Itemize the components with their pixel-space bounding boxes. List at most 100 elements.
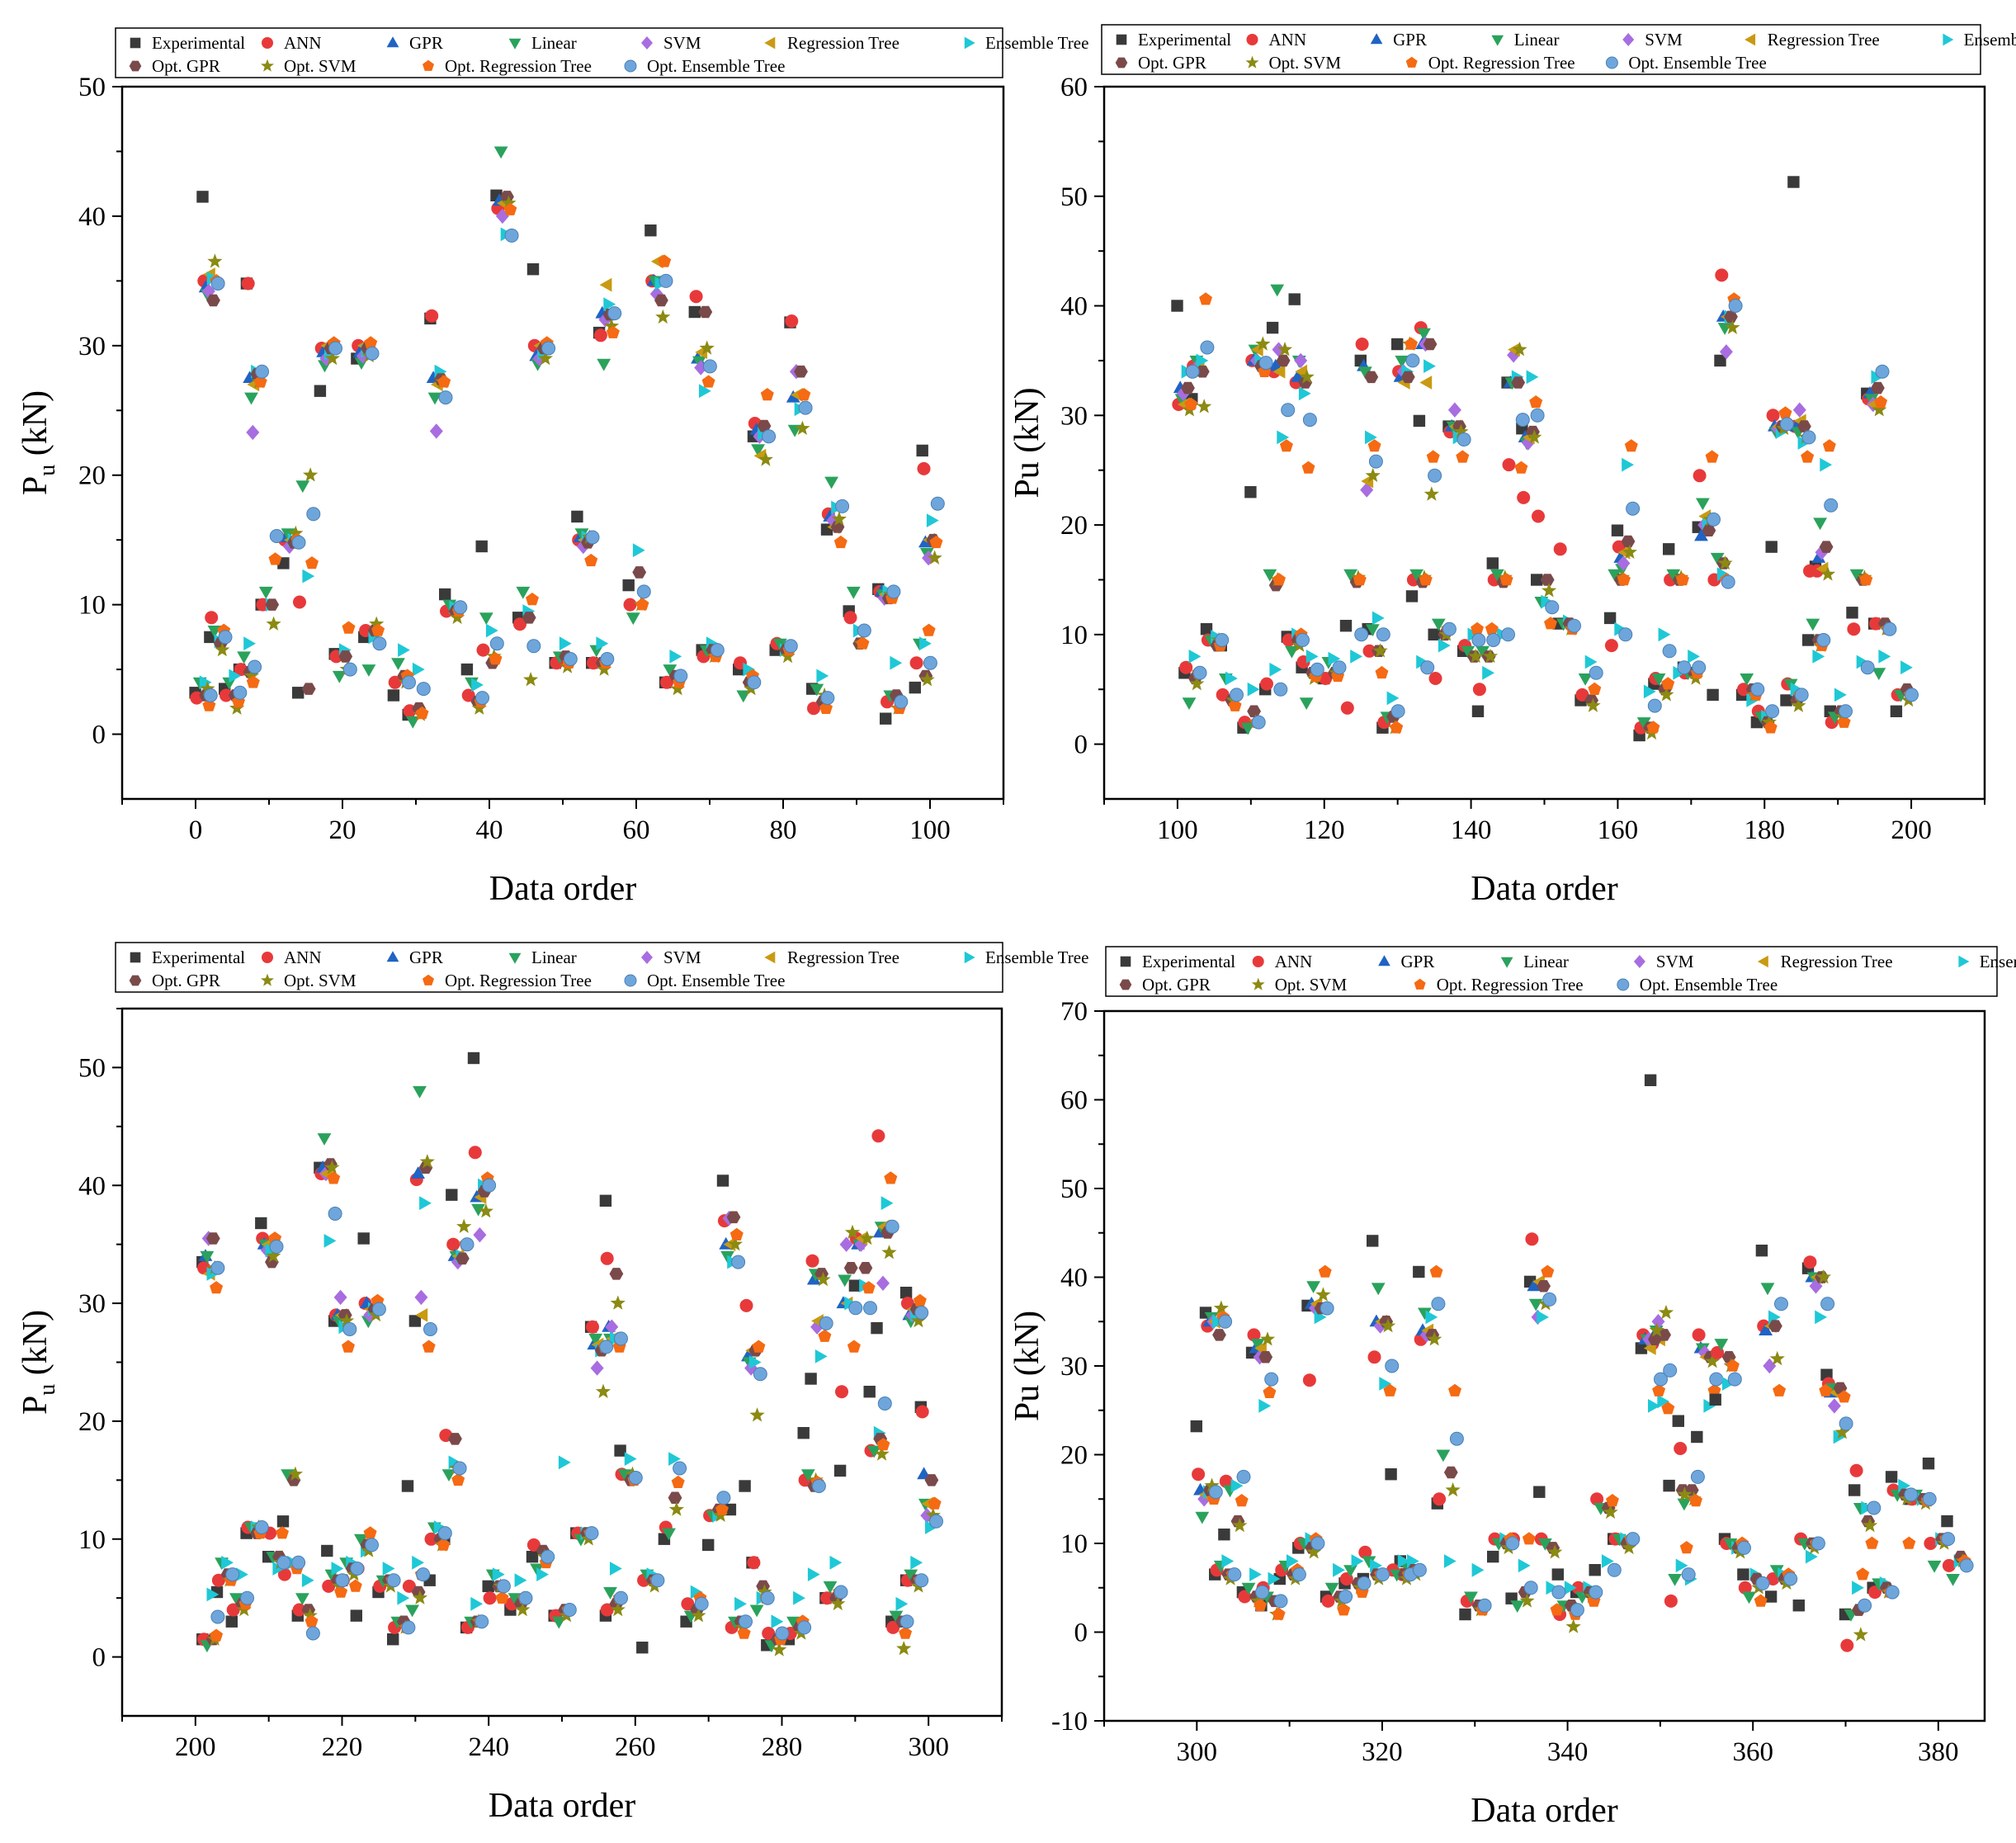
- point-ensemble-tree: [558, 1455, 571, 1470]
- point-ensemble-tree: [1333, 1562, 1345, 1577]
- point-ann: [586, 1320, 599, 1334]
- point-opt-ensemble-tree: [1477, 1598, 1492, 1613]
- point-opt-ensemble-tree: [269, 529, 284, 543]
- point-opt-gpr: [924, 1474, 939, 1486]
- point-experimental: [871, 1321, 883, 1335]
- point-linear: [1343, 569, 1357, 582]
- legend-item-ann: ANN: [262, 947, 322, 967]
- point-opt-ensemble-tree: [1542, 1292, 1557, 1307]
- point-opt-regression-tree: [1529, 395, 1543, 409]
- point-linear: [244, 392, 258, 405]
- legend-item-ann: ANN: [1246, 30, 1306, 50]
- point-opt-regression-tree: [1235, 1494, 1249, 1507]
- point-opt-svm: [1259, 1331, 1276, 1346]
- point-opt-ensemble-tree: [819, 1316, 833, 1330]
- point-opt-gpr: [1871, 381, 1885, 395]
- y-tick-label: 20: [1060, 511, 1088, 541]
- point-linear: [1742, 1591, 1756, 1604]
- point-opt-svm: [1277, 342, 1293, 357]
- point-opt-gpr: [1423, 338, 1438, 351]
- point-opt-regression-tree: [928, 1496, 942, 1510]
- legend-marker-regression-tree: [1745, 33, 1756, 46]
- y-tick-label: 0: [92, 721, 106, 750]
- point-opt-ensemble-tree: [1618, 627, 1633, 642]
- legend-item-opt-regression-tree: Opt. Regression Tree: [1414, 975, 1584, 995]
- data-points: [196, 1051, 943, 1656]
- point-experimental: [1589, 1564, 1601, 1576]
- point-gpr: [1268, 358, 1283, 371]
- point-opt-svm: [501, 195, 517, 210]
- point-opt-ensemble-tree: [1589, 665, 1603, 680]
- point-ann: [1321, 1594, 1335, 1608]
- point-opt-regression-tree: [268, 552, 282, 565]
- point-linear: [1240, 722, 1255, 735]
- point-linear: [1668, 1574, 1682, 1586]
- y-tick-label: 70: [1060, 997, 1088, 1027]
- point-opt-regression-tree: [1254, 1598, 1268, 1611]
- point-experimental: [1848, 1484, 1861, 1496]
- point-opt-ensemble-tree: [342, 662, 357, 677]
- point-linear: [516, 586, 531, 599]
- point-opt-ensemble-tree: [1839, 704, 1853, 719]
- point-ensemble-tree: [1871, 370, 1884, 385]
- point-opt-ensemble-tree: [335, 1573, 350, 1588]
- point-opt-ensemble-tree: [1885, 1585, 1900, 1600]
- point-opt-regression-tree: [1544, 617, 1557, 630]
- legend-marker-ann: [1246, 34, 1258, 45]
- point-opt-ensemble-tree: [1727, 1372, 1742, 1387]
- point-opt-ensemble-tree: [306, 507, 321, 522]
- y-tick-label: 30: [78, 332, 106, 362]
- point-experimental: [467, 1051, 480, 1065]
- y-tick-label: 50: [78, 1053, 106, 1083]
- point-opt-gpr: [1364, 371, 1379, 384]
- point-opt-svm: [859, 1230, 875, 1245]
- point-ensemble-tree: [199, 675, 212, 690]
- point-opt-gpr: [338, 650, 353, 663]
- point-svm: [1651, 1314, 1665, 1330]
- point-linear: [391, 658, 405, 670]
- point-opt-svm: [1255, 336, 1271, 351]
- legend-item-opt-gpr: Opt. GPR: [1119, 975, 1211, 995]
- point-opt-ensemble-tree: [1779, 417, 1794, 432]
- point-opt-ensemble-tree: [1816, 633, 1831, 647]
- point-opt-svm: [610, 1295, 626, 1310]
- data-points: [1171, 176, 1919, 742]
- x-axis: 0 20 40 60 80 100: [121, 799, 1004, 845]
- point-experimental: [880, 712, 892, 725]
- point-opt-ensemble-tree: [1428, 468, 1442, 483]
- point-experimental: [357, 1232, 370, 1245]
- point-opt-gpr: [1212, 1329, 1226, 1341]
- point-opt-svm: [670, 681, 686, 696]
- point-regression-tree: [1419, 376, 1433, 390]
- legend-item-opt-ensemble-tree: Opt. Ensemble Tree: [1605, 53, 1767, 73]
- point-ensemble-tree: [1820, 457, 1833, 472]
- legend-item-svm: SVM: [641, 947, 701, 967]
- point-linear: [229, 1593, 243, 1605]
- point-opt-regression-tree: [1272, 573, 1286, 586]
- legend-label-experimental: Experimental: [152, 947, 245, 967]
- point-linear: [1358, 366, 1372, 379]
- point-opt-regression-tree: [1778, 406, 1792, 419]
- point-opt-regression-tree: [1199, 292, 1212, 305]
- legend-marker-opt-svm: [1245, 55, 1259, 69]
- point-opt-ensemble-tree: [365, 346, 380, 361]
- point-ann: [820, 1591, 834, 1605]
- point-opt-gpr: [1657, 1329, 1671, 1341]
- point-ensemble-tree: [1247, 682, 1260, 697]
- point-experimental: [1244, 486, 1257, 499]
- point-ensemble-tree: [1268, 1571, 1281, 1586]
- point-ann: [1590, 1492, 1604, 1506]
- point-opt-ensemble-tree: [1607, 1562, 1622, 1577]
- legend-item-experimental: Experimental: [1116, 30, 1231, 50]
- legend-label-opt-ensemble-tree: Opt. Ensemble Tree: [1628, 53, 1766, 73]
- point-opt-regression-tree: [847, 1340, 861, 1353]
- legend: Experimental ANN GPR Linear SVM Regression Tr…: [115, 942, 1088, 993]
- legend-item-ann: ANN: [1252, 952, 1312, 971]
- point-opt-svm: [757, 1584, 772, 1599]
- point-linear: [1849, 569, 1864, 582]
- point-linear: [1651, 673, 1666, 686]
- point-opt-svm: [1853, 1627, 1868, 1642]
- point-linear: [1250, 1339, 1265, 1351]
- x-tick-label: 320: [1362, 1737, 1403, 1767]
- legend-label-experimental: Experimental: [1142, 952, 1235, 971]
